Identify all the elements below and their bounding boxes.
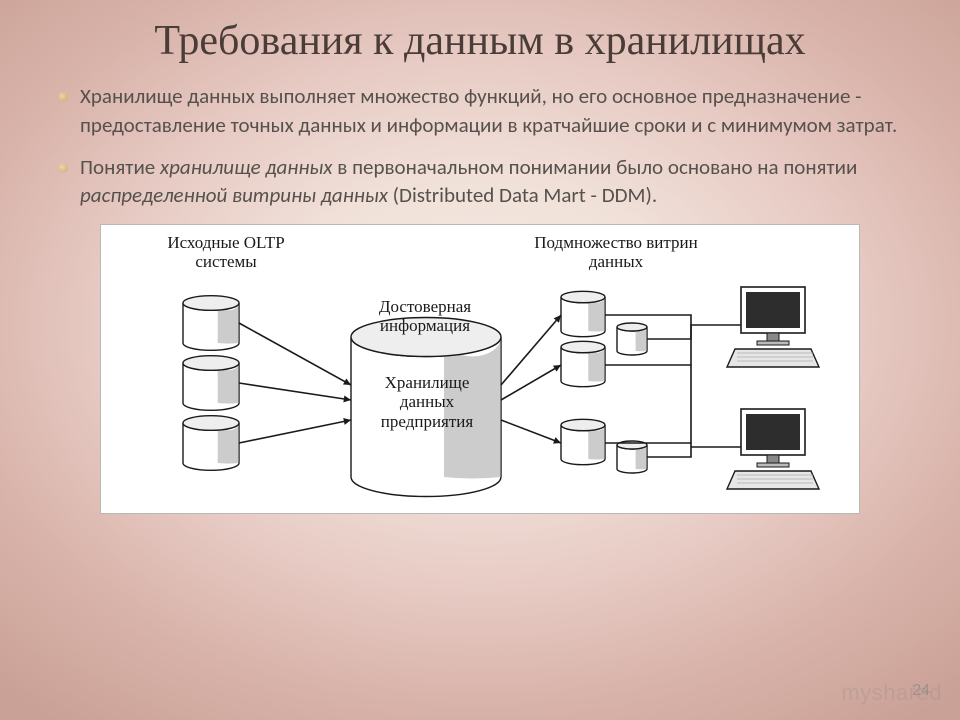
p2-seg-e: (Distributed Data Mart - DDM). xyxy=(388,182,657,208)
architecture-diagram: Исходные OLTP системы Достоверная информ… xyxy=(100,224,860,514)
p2-seg-a: Понятие xyxy=(80,154,160,180)
paragraph-1: Хранилище данных выполняет множество фун… xyxy=(52,82,908,139)
label-warehouse: Хранилище данных предприятия xyxy=(357,373,497,432)
label-reliable: Достоверная информация xyxy=(345,297,505,336)
paragraph-2: Понятие хранилище данных в первоначально… xyxy=(52,153,908,210)
p2-seg-b: хранилище данных xyxy=(160,154,333,180)
label-sources: Исходные OLTP системы xyxy=(141,233,311,272)
watermark: myshared xyxy=(841,680,942,706)
label-subset: Подмножество витрин данных xyxy=(531,233,701,272)
p2-seg-c: в первоначальном понимании было основано… xyxy=(333,154,858,180)
slide-title: Требования к данным в хранилищах xyxy=(52,18,908,64)
p2-seg-d: распределенной витрины данных xyxy=(80,182,388,208)
